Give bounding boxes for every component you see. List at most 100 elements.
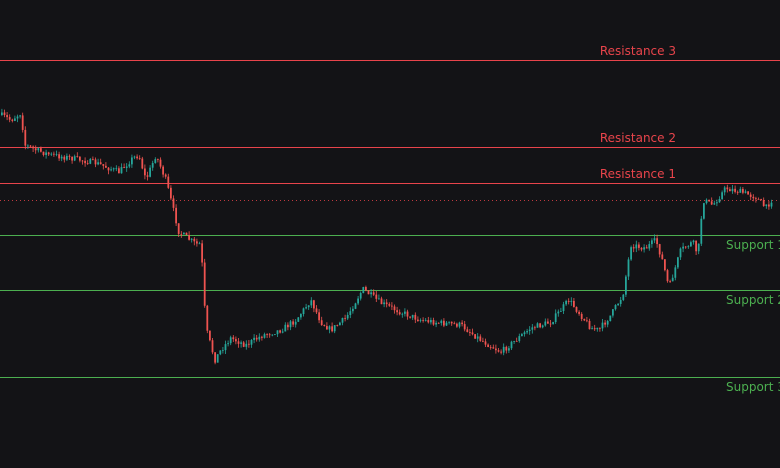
candle	[346, 312, 349, 320]
candle	[417, 316, 419, 322]
candle	[73, 154, 76, 162]
candle	[643, 244, 645, 253]
candle	[466, 326, 469, 333]
candle-body	[630, 247, 632, 260]
candle	[682, 242, 684, 253]
candle-body	[320, 320, 323, 326]
candle	[697, 243, 700, 255]
candle-body	[526, 331, 528, 333]
candle	[385, 299, 388, 308]
candle-body	[435, 322, 437, 325]
candle-body	[183, 232, 185, 235]
candle	[404, 308, 406, 317]
candle	[638, 242, 640, 251]
candle	[398, 309, 401, 316]
candle	[588, 318, 591, 330]
candle-body	[203, 262, 206, 306]
candle-body	[523, 332, 526, 335]
candle-body	[643, 247, 645, 250]
candle	[601, 318, 604, 332]
candle-body	[232, 337, 235, 340]
candle-body	[66, 155, 68, 160]
candle	[357, 295, 359, 306]
candle	[203, 258, 206, 308]
candle-body	[461, 322, 463, 325]
candle	[630, 245, 632, 261]
candle-body	[263, 334, 266, 338]
candle-body	[619, 299, 622, 304]
candle-body	[710, 201, 713, 205]
candle	[430, 317, 432, 325]
candle	[396, 306, 398, 316]
candle	[367, 289, 370, 295]
candle-body	[258, 336, 261, 340]
candle-body	[401, 313, 404, 315]
candle-body	[196, 241, 198, 244]
candle	[476, 333, 479, 343]
candle	[534, 325, 536, 331]
candle-body	[404, 311, 406, 314]
candle-body	[167, 176, 170, 188]
candle	[549, 320, 552, 328]
candle-body	[768, 204, 770, 207]
candle	[554, 309, 557, 324]
candle	[284, 322, 287, 332]
candle-body	[331, 326, 333, 332]
candle	[625, 274, 627, 298]
candle-body	[58, 154, 60, 159]
candle-body	[21, 115, 24, 130]
candle-body	[55, 154, 58, 156]
candle-body	[544, 321, 547, 326]
candle	[219, 350, 222, 356]
candle-body	[726, 187, 729, 190]
candle	[489, 344, 492, 350]
candle	[664, 258, 666, 272]
candle	[84, 157, 86, 167]
candle-body	[89, 158, 92, 164]
candle	[149, 165, 151, 178]
candle-body	[352, 308, 354, 312]
candle	[422, 317, 424, 323]
candle-body	[622, 294, 625, 300]
candle-body	[687, 246, 690, 248]
candle	[521, 332, 523, 337]
candle-body	[99, 162, 102, 165]
candle-body	[248, 343, 250, 345]
candle	[92, 156, 94, 161]
candle-body	[762, 200, 765, 207]
candle	[383, 299, 385, 308]
candle-body	[60, 156, 63, 159]
candle	[344, 314, 346, 322]
candle	[138, 155, 141, 160]
candle-body	[3, 112, 6, 116]
candle-body	[281, 331, 284, 333]
candle	[177, 223, 180, 238]
candle-body	[471, 332, 474, 335]
candle-body	[448, 321, 450, 323]
candle-body	[63, 156, 66, 160]
candle-body	[370, 292, 372, 295]
candle	[505, 345, 508, 354]
candle	[240, 340, 242, 348]
candle-body	[479, 336, 482, 341]
candle-body	[445, 322, 448, 326]
candle-body	[362, 287, 365, 294]
candle	[333, 325, 336, 334]
candle	[768, 200, 770, 210]
candle-body	[131, 157, 133, 165]
candle-body	[599, 327, 601, 329]
candle-body	[19, 115, 21, 117]
candle-body	[32, 146, 34, 149]
candle	[762, 197, 765, 207]
candle	[479, 334, 482, 342]
candle-body	[393, 306, 396, 311]
candle	[749, 192, 752, 201]
candle	[32, 145, 34, 153]
candle-body	[97, 162, 99, 165]
candle	[458, 321, 461, 329]
candle	[102, 164, 105, 170]
candle	[370, 289, 372, 298]
candle-body	[206, 305, 209, 331]
candle	[196, 238, 198, 247]
